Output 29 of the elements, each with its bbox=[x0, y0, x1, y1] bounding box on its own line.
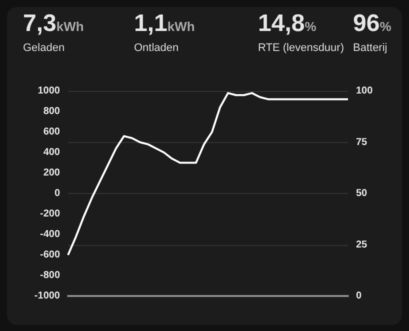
y-tick-label: -200 bbox=[40, 208, 60, 220]
text: Geladen bbox=[23, 42, 66, 54]
y-tick-label: -600 bbox=[40, 250, 60, 260]
y2-tick-label: 75 bbox=[356, 136, 368, 148]
text: Batterij bbox=[353, 42, 388, 54]
y2-tick-label: 50 bbox=[356, 188, 368, 199]
y2-tick-label: 100 bbox=[356, 86, 374, 96]
y-tick-label: 400 bbox=[43, 147, 60, 158]
y2-tick-label: 25 bbox=[356, 239, 368, 250]
y-tick-label: 1000 bbox=[38, 86, 60, 96]
y-tick-label: 800 bbox=[43, 106, 60, 117]
text: 1,1 bbox=[134, 10, 168, 37]
text: RTE (levensduur) bbox=[258, 42, 344, 54]
text: 96 bbox=[353, 10, 380, 37]
text: % bbox=[304, 19, 316, 34]
y-tick-label: 0 bbox=[54, 188, 60, 199]
text: % bbox=[380, 19, 392, 34]
text: 7,3 bbox=[23, 10, 56, 37]
text: kWh bbox=[56, 19, 84, 34]
y-tick-label: -1000 bbox=[34, 290, 60, 302]
text: 14,8 bbox=[258, 10, 305, 37]
text: kWh bbox=[167, 19, 195, 34]
line-series bbox=[67, 92, 349, 256]
y2-tick-label: 0 bbox=[356, 290, 362, 302]
text: Ontladen bbox=[134, 42, 180, 54]
y-tick-label: -800 bbox=[40, 270, 60, 281]
y-tick-label: -400 bbox=[40, 229, 60, 240]
y-tick-label: 200 bbox=[43, 168, 60, 178]
y-tick-label: 600 bbox=[43, 126, 60, 138]
